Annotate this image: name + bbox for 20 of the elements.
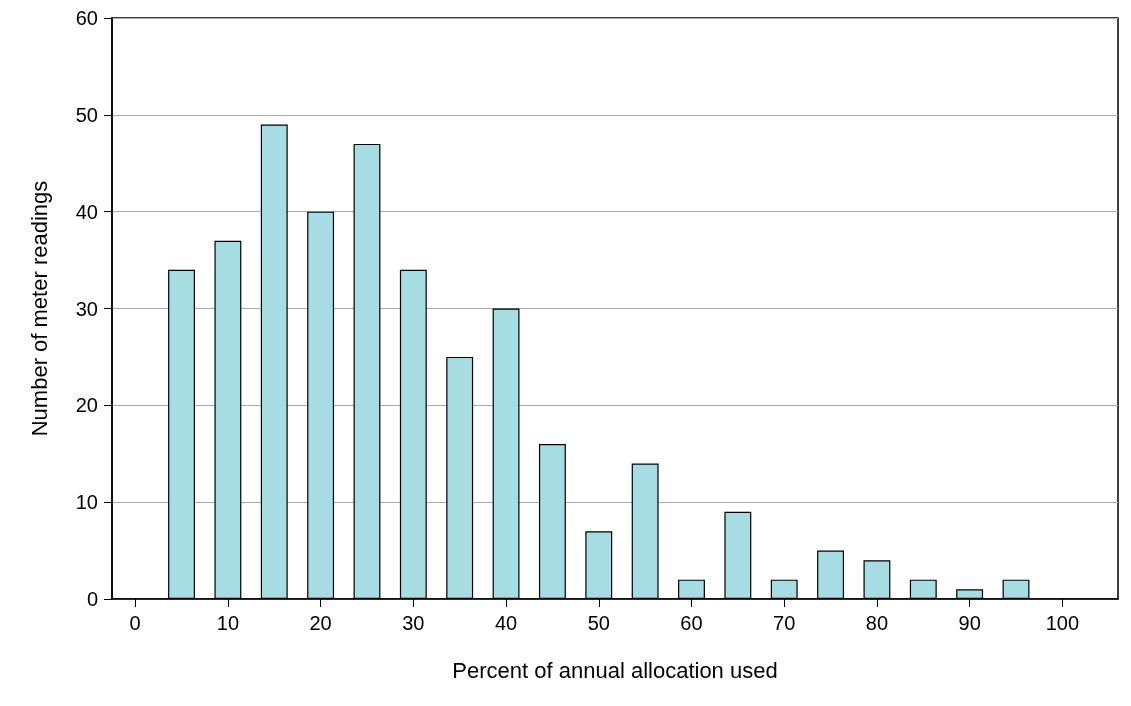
y-tick-label: 60 bbox=[75, 7, 98, 29]
x-tick-label: 100 bbox=[1045, 612, 1080, 634]
y-tick-label: 20 bbox=[75, 394, 98, 417]
x-tick-label: 50 bbox=[587, 612, 610, 634]
x-tick-label: 70 bbox=[773, 612, 796, 634]
x-tick-label: 80 bbox=[865, 612, 889, 634]
x-tick-label: 20 bbox=[309, 612, 332, 634]
x-axis-title: Percent of annual allocation used bbox=[452, 657, 778, 683]
y-tick-label: 40 bbox=[75, 200, 98, 223]
y-axis-title: Number of meter readings bbox=[26, 180, 52, 437]
x-tick-label: 90 bbox=[958, 612, 981, 634]
y-tick-label: 0 bbox=[86, 588, 98, 610]
y-tick-label: 30 bbox=[75, 297, 98, 320]
x-tick-label: 30 bbox=[402, 612, 425, 634]
y-tick-label: 50 bbox=[75, 103, 98, 126]
x-tick-label: 0 bbox=[129, 612, 141, 634]
x-tick-label: 40 bbox=[494, 612, 518, 634]
x-tick-label: 60 bbox=[680, 612, 703, 634]
x-tick-label: 10 bbox=[216, 612, 240, 634]
y-tick-label: 10 bbox=[75, 491, 98, 514]
